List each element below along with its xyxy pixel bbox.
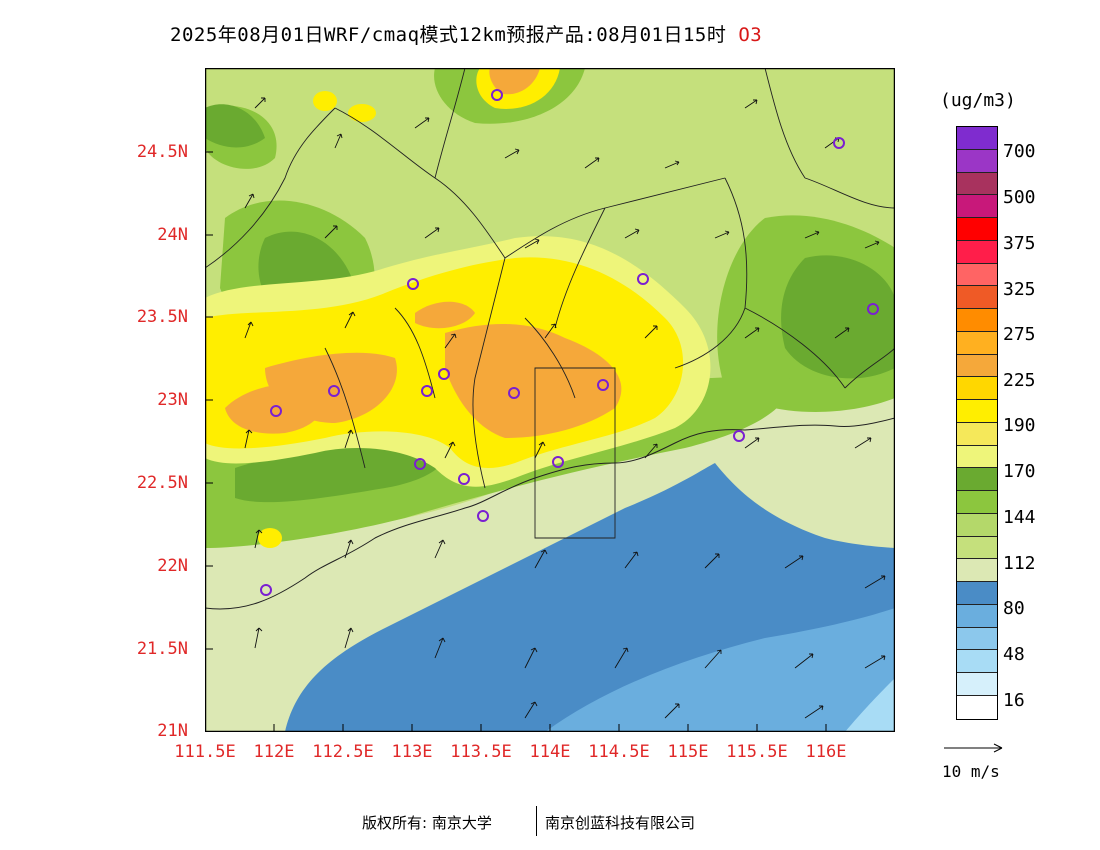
station-markers [260, 89, 879, 596]
lat-label-24n: 24N [157, 225, 188, 245]
color-bar-swatch [957, 422, 997, 446]
color-bar-swatch [957, 650, 997, 673]
ozone-map [205, 68, 895, 732]
lat-label-22-5n: 22.5N [136, 473, 188, 493]
lon-label-116e: 116E [805, 742, 847, 762]
lat-label-23-5n: 23.5N [136, 307, 188, 327]
color-bar-swatch [957, 195, 997, 218]
field-sea-48 [545, 608, 895, 732]
color-bar-swatch [957, 536, 997, 560]
legend-unit: (ug/m3) [940, 90, 1016, 111]
color-bar-swatch [957, 559, 997, 582]
legend-label-275: 275 [1003, 324, 1036, 345]
field-sea-16 [845, 678, 895, 732]
lat-label-21n: 21N [157, 721, 188, 741]
lon-label-113-5e: 113.5E [450, 742, 512, 762]
legend-label-144: 144 [1003, 507, 1036, 528]
color-bar-swatch [957, 627, 997, 651]
color-bar-swatch [957, 354, 997, 378]
color-bar-swatch [957, 604, 997, 628]
lon-label-113e: 113E [391, 742, 433, 762]
footer-divider [536, 806, 537, 836]
lat-label-22n: 22N [157, 556, 188, 576]
legend-label-16: 16 [1003, 690, 1025, 711]
reference-vector-label: 10 m/s [942, 762, 1000, 781]
lon-label-112-5e: 112.5E [312, 742, 374, 762]
color-bar-swatch [957, 331, 997, 355]
legend-label-80: 80 [1003, 598, 1025, 619]
legend-label-170: 170 [1003, 461, 1036, 482]
color-bar-swatch [957, 263, 997, 287]
field-darkgreen-3 [235, 438, 446, 503]
color-bar [956, 126, 998, 720]
footer-copyright: 版权所有: 南京大学 [362, 814, 492, 832]
field-darkgreen-4 [205, 104, 265, 148]
color-bar-swatch [957, 149, 997, 173]
color-bar-swatch [957, 377, 997, 400]
color-bar-swatch [957, 673, 997, 696]
lon-label-114-5e: 114.5E [588, 742, 650, 762]
legend-label-48: 48 [1003, 644, 1025, 665]
wind-vectors [244, 97, 886, 719]
color-bar-swatch [957, 491, 997, 514]
lat-label-23n: 23N [157, 390, 188, 410]
lon-label-115-5e: 115.5E [726, 742, 788, 762]
color-bar-swatch [957, 582, 997, 605]
legend-label-190: 190 [1003, 415, 1036, 436]
title-text: 2025年08月01日WRF/cmaq模式12km预报产品:08月01日15时 [170, 24, 727, 46]
field-yellow-blob-1 [313, 91, 337, 111]
lon-label-114e: 114E [529, 742, 571, 762]
field-yellow-blob-2 [348, 104, 376, 122]
color-bar-swatch [957, 286, 997, 309]
color-bar-swatch [957, 240, 997, 264]
legend-label-700: 700 [1003, 141, 1036, 162]
field-yellow-blob-3 [258, 528, 282, 548]
legend-label-500: 500 [1003, 187, 1036, 208]
legend-label-375: 375 [1003, 233, 1036, 254]
color-bar-swatch [957, 218, 997, 241]
lat-label-21-5n: 21.5N [136, 639, 188, 659]
field-hotspot-north-core [489, 68, 540, 95]
lon-label-111-5e: 111.5E [174, 742, 236, 762]
lon-label-115e: 115E [667, 742, 709, 762]
color-bar-swatch [957, 468, 997, 491]
color-bar-swatch [957, 445, 997, 469]
color-bar-swatch [957, 172, 997, 196]
reference-vector-arrow [944, 743, 1003, 753]
color-bar-swatch [957, 127, 997, 150]
lon-label-112e: 112E [253, 742, 295, 762]
legend-label-225: 225 [1003, 370, 1036, 391]
footer-partner: 南京创蓝科技有限公司 [545, 814, 696, 832]
species-label: O3 [738, 24, 763, 46]
admin-boundaries [205, 68, 895, 539]
field-darkgreen-2 [781, 255, 895, 379]
map-title: 2025年08月01日WRF/cmaq模式12km预报产品:08月01日15时 O… [170, 20, 762, 47]
field-225-center [445, 323, 622, 438]
color-bar-swatch [957, 695, 997, 719]
lat-label-24-5n: 24.5N [136, 142, 188, 162]
color-bar-swatch [957, 309, 997, 332]
field-225-north [415, 301, 475, 329]
color-bar-swatch [957, 513, 997, 537]
legend-label-325: 325 [1003, 279, 1036, 300]
color-bar-swatch [957, 400, 997, 423]
legend-label-112: 112 [1003, 553, 1036, 574]
coastline [205, 417, 895, 610]
